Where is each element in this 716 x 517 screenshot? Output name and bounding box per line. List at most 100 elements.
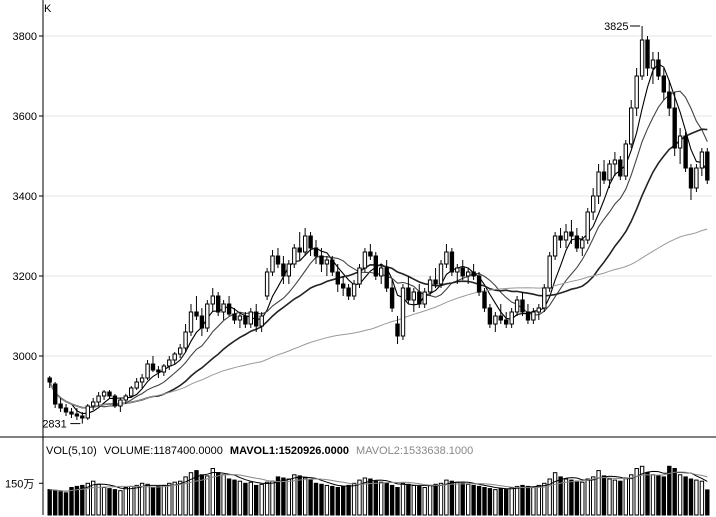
candle-body — [107, 391, 112, 397]
candle-body — [139, 377, 145, 383]
volume-bar — [351, 482, 357, 516]
candle-body — [466, 271, 471, 277]
candle-body — [596, 171, 601, 197]
volume-bar — [237, 480, 243, 516]
volume-bar — [80, 484, 85, 516]
volume-header: VOL(5,10) VOLUME:1187400.0000 MAVOL1:152… — [46, 445, 473, 457]
volume-bar — [53, 490, 58, 516]
volume-bar — [705, 489, 710, 516]
candle-body — [542, 287, 547, 309]
volume-bar — [96, 483, 101, 516]
volume-bar — [699, 480, 705, 516]
candle-body — [91, 401, 96, 407]
candle-body — [438, 263, 444, 285]
candle-body — [373, 255, 379, 277]
candle-body — [150, 363, 156, 371]
volume-bar — [444, 479, 449, 516]
volume-bar — [639, 465, 645, 516]
volume-bar — [254, 484, 259, 516]
volume-bar — [58, 491, 63, 516]
volume-bar — [107, 488, 112, 516]
candle-body — [123, 395, 128, 401]
volume-bar — [297, 475, 302, 516]
candle-body — [591, 195, 596, 213]
volume-bar — [580, 481, 585, 516]
volume-bar — [623, 477, 628, 516]
candle-body — [80, 415, 85, 419]
volume-bar — [205, 475, 210, 516]
candle-body — [319, 255, 324, 265]
volume-bar — [226, 478, 232, 516]
volume-bar — [520, 484, 525, 516]
candle-body — [460, 267, 465, 277]
tick-label: 3200 — [13, 271, 37, 283]
volume-bar — [74, 485, 80, 516]
candle-body — [683, 135, 688, 169]
volume-bar — [319, 483, 324, 516]
volume-bar — [574, 480, 580, 516]
candle-body — [188, 311, 194, 333]
volume-bar — [476, 485, 482, 516]
candle-body — [205, 303, 210, 329]
volume-bar — [667, 465, 672, 516]
candles — [47, 26, 710, 424]
volume-bar — [199, 474, 205, 516]
volume-bar — [112, 489, 118, 516]
volume-bar — [292, 474, 297, 516]
candle-body — [498, 315, 504, 321]
volume-bar — [395, 487, 400, 516]
candle-body — [264, 271, 270, 297]
volume-bar — [591, 476, 596, 516]
candle-body — [558, 235, 563, 241]
volume-bar — [85, 482, 90, 516]
volume-bar — [438, 482, 444, 516]
candle-body — [368, 251, 373, 257]
candle-body — [504, 319, 509, 325]
volume-bar — [183, 476, 188, 516]
volume-bar — [341, 485, 346, 516]
candle-body — [672, 107, 677, 149]
vol-label: VOL(5,10) — [46, 445, 97, 457]
candle-body — [449, 251, 455, 273]
volume-bars — [47, 465, 710, 516]
corner-label: K — [44, 3, 52, 15]
volume-bar — [498, 488, 504, 516]
candle-body — [411, 291, 417, 301]
volume-bar — [536, 484, 541, 516]
candle-body — [357, 267, 362, 285]
candle-body — [427, 279, 433, 293]
volume-bar — [482, 487, 487, 516]
candle-body — [677, 135, 683, 149]
volume-bar — [69, 487, 74, 516]
volume-bar — [427, 484, 433, 516]
ma20-line — [48, 128, 708, 409]
candle-body — [270, 255, 275, 273]
candle-body — [688, 167, 694, 189]
volume-bar — [63, 492, 69, 516]
candle-body — [232, 313, 237, 321]
moving-averages — [48, 63, 708, 415]
candle-body — [471, 271, 476, 277]
candle-body — [634, 75, 639, 109]
volume-bar — [324, 484, 330, 516]
volume-bar — [460, 482, 465, 516]
volume-bar — [373, 480, 379, 516]
volume-bar — [422, 487, 427, 516]
volume-averages — [39, 470, 708, 492]
volume-bar — [259, 483, 264, 516]
volume-bar — [161, 484, 167, 516]
tick-label: 3400 — [13, 191, 37, 203]
candle-body — [384, 267, 389, 289]
volume-bar — [221, 474, 226, 516]
volume-bar — [167, 482, 172, 516]
candle-body — [47, 377, 52, 383]
candle-body — [574, 235, 580, 249]
candle-body — [178, 347, 183, 355]
volume-bar — [243, 482, 248, 516]
volume-bar — [270, 480, 275, 516]
volume-bar — [139, 482, 145, 516]
candle-body — [514, 299, 520, 313]
volume-bar — [650, 474, 656, 516]
volume-bar — [150, 487, 156, 516]
